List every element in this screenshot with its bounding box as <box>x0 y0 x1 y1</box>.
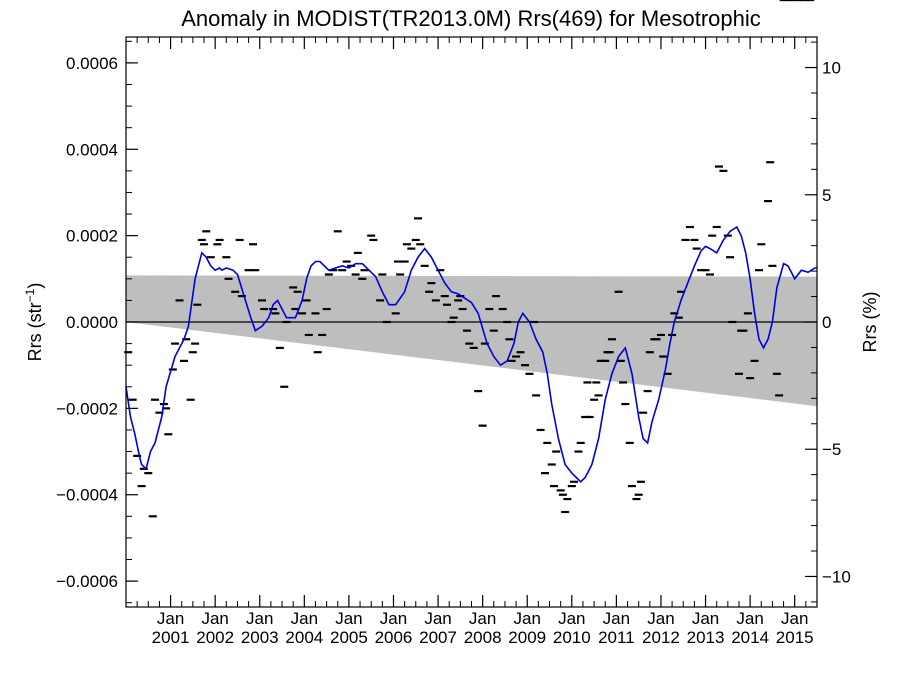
chart-title: Anomaly in MODIST(TR2013.0M) Rrs(469) fo… <box>181 6 761 31</box>
y-tick-label-right: −10 <box>822 567 851 586</box>
smoothed-line <box>125 225 817 483</box>
y-tick-label-right: 0 <box>822 313 831 332</box>
y-tick-label-right: 5 <box>822 186 831 205</box>
x-tick-label-month: Jan <box>603 609 630 628</box>
x-tick-label-month: Jan <box>380 609 407 628</box>
x-tick-label-year: 2010 <box>553 628 591 647</box>
x-tick-label-year: 2011 <box>598 628 635 647</box>
axes: 0.0006 0.0004 0.0002 0.0000 −0.0002 −0.0004 −0… <box>56 36 851 647</box>
x-tick-label-year: 2005 <box>330 628 368 647</box>
y-tick-label-right: 10 <box>822 59 841 78</box>
x-tick-label-year: 2015 <box>776 628 814 647</box>
y-tick-label-right: −5 <box>822 440 841 459</box>
x-tick-label-month: Jan <box>201 609 228 628</box>
y-tick-label-left: −0.0004 <box>56 486 118 505</box>
reference-band <box>126 275 817 407</box>
y-tick-label-left: 0.0004 <box>66 140 118 159</box>
y-axis-label-left: Rrs (str−1) <box>23 283 45 362</box>
x-tick-label-month: Jan <box>558 609 585 628</box>
x-tick-label-year: 2004 <box>285 628 323 647</box>
y-tick-label-left: −0.0006 <box>56 572 118 591</box>
y-tick-label-left: 0.0000 <box>66 313 118 332</box>
x-tick-label-year: 2014 <box>731 628 769 647</box>
y-tick-label-left: 0.0002 <box>66 227 118 246</box>
x-tick-label-month: Jan <box>469 609 496 628</box>
x-tick-label-year: 2012 <box>642 628 680 647</box>
y-tick-label-left: −0.0002 <box>56 399 118 418</box>
y-axis-label-right: Rrs (%) <box>860 292 880 353</box>
y-tick-label-left: 0.0006 <box>66 54 118 73</box>
x-tick-label-year: 2002 <box>196 628 234 647</box>
x-tick-label-year: 2003 <box>241 628 279 647</box>
x-tick-label-year: 2009 <box>508 628 546 647</box>
x-tick-label-month: Jan <box>291 609 318 628</box>
x-tick-label-year: 2007 <box>419 628 457 647</box>
x-tick-label-month: Jan <box>335 609 362 628</box>
x-tick-label-year: 2001 <box>152 628 190 647</box>
x-tick-label-month: Jan <box>424 609 451 628</box>
x-tick-label-month: Jan <box>692 609 719 628</box>
x-tick-label-month: Jan <box>781 609 808 628</box>
x-tick-label-month: Jan <box>157 609 184 628</box>
x-tick-label-year: 2006 <box>375 628 413 647</box>
plot-area <box>124 0 817 518</box>
x-tick-label-month: Jan <box>647 609 674 628</box>
x-tick-label-month: Jan <box>246 609 273 628</box>
x-tick-label-year: 2013 <box>687 628 725 647</box>
x-tick-label-month: Jan <box>736 609 763 628</box>
x-tick-label-month: Jan <box>514 609 541 628</box>
x-tick-label-year: 2008 <box>464 628 502 647</box>
